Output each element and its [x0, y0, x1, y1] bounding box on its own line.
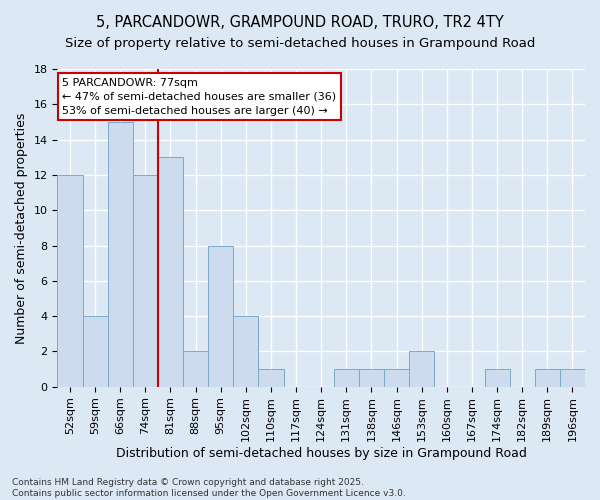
- Bar: [233, 316, 259, 386]
- Bar: [158, 158, 183, 386]
- Bar: [107, 122, 133, 386]
- Bar: [334, 369, 359, 386]
- Bar: [384, 369, 409, 386]
- Bar: [560, 369, 585, 386]
- Text: Size of property relative to semi-detached houses in Grampound Road: Size of property relative to semi-detach…: [65, 38, 535, 51]
- Bar: [485, 369, 509, 386]
- X-axis label: Distribution of semi-detached houses by size in Grampound Road: Distribution of semi-detached houses by …: [116, 447, 527, 460]
- Bar: [535, 369, 560, 386]
- Bar: [359, 369, 384, 386]
- Text: Contains HM Land Registry data © Crown copyright and database right 2025.
Contai: Contains HM Land Registry data © Crown c…: [12, 478, 406, 498]
- Bar: [83, 316, 107, 386]
- Text: 5, PARCANDOWR, GRAMPOUND ROAD, TRURO, TR2 4TY: 5, PARCANDOWR, GRAMPOUND ROAD, TRURO, TR…: [96, 15, 504, 30]
- Bar: [409, 352, 434, 386]
- Bar: [259, 369, 284, 386]
- Bar: [183, 352, 208, 386]
- Text: 5 PARCANDOWR: 77sqm
← 47% of semi-detached houses are smaller (36)
53% of semi-d: 5 PARCANDOWR: 77sqm ← 47% of semi-detach…: [62, 78, 337, 116]
- Y-axis label: Number of semi-detached properties: Number of semi-detached properties: [15, 112, 28, 344]
- Bar: [58, 175, 83, 386]
- Bar: [208, 246, 233, 386]
- Bar: [133, 175, 158, 386]
